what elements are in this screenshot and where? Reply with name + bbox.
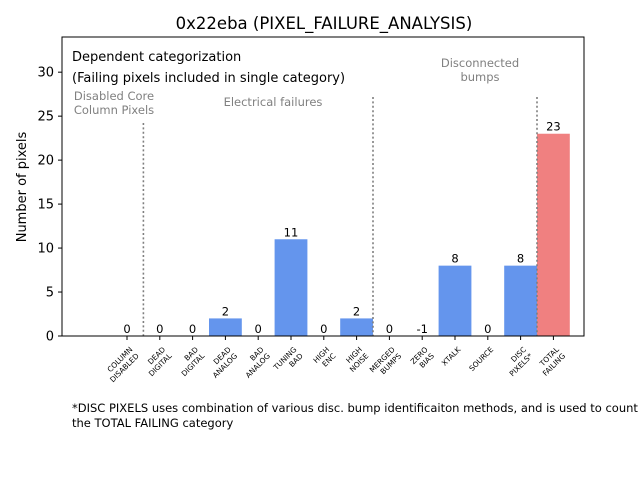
annotation-dependent: Dependent categorization <box>72 50 241 65</box>
y-tick-label: 30 <box>37 66 54 81</box>
y-tick-label: 0 <box>46 330 54 345</box>
plot-frame <box>61 36 585 337</box>
bar-value-label: 0 <box>189 322 196 336</box>
chart-title: 0x22eba (PIXEL_FAILURE_ANALYSIS) <box>176 14 473 34</box>
bar-value-label: 0 <box>123 322 130 336</box>
x-tick-label: TUNINGBAD <box>271 345 305 379</box>
footnote: *DISC PIXELS uses combination of various… <box>72 401 638 430</box>
bar-value-label: 2 <box>353 304 360 318</box>
bar <box>340 318 373 336</box>
x-tick-label: HIGHNOISE <box>341 345 370 374</box>
x-tick-label: TOTALFAILING <box>534 344 567 377</box>
y-tick-label: 20 <box>37 154 54 169</box>
bar-value-label: 0 <box>386 322 393 336</box>
y-tick-label: 25 <box>37 110 54 125</box>
bar-value-label: 2 <box>222 304 229 318</box>
bar-value-label: 0 <box>255 322 262 336</box>
y-tick-label: 10 <box>37 242 54 257</box>
bar-value-label: 8 <box>517 252 524 266</box>
x-tick-label: MERGEDBUMPS <box>368 345 404 381</box>
x-tick-label: BADANALOG <box>237 345 272 380</box>
x-tick-label: SOURCE <box>467 345 495 373</box>
bar <box>209 318 242 336</box>
group-label: Electrical failures <box>224 95 323 109</box>
bar-value-label: -1 <box>416 322 427 336</box>
bar-value-label: 23 <box>546 120 561 134</box>
x-tick-label: ZEROBIAS <box>409 345 437 373</box>
bar-value-label: 0 <box>320 322 327 336</box>
x-tick-label: BADDIGITAL <box>173 344 207 378</box>
x-tick-label: HIGHENC <box>311 345 337 371</box>
x-tick-label: DISCPIXELS* <box>501 345 534 378</box>
annotation-failing-note: (Failing pixels included in single categ… <box>72 71 345 86</box>
bar <box>504 265 537 336</box>
x-tick-label: COLUMNDISABLED <box>102 345 141 384</box>
y-axis-label: Number of pixels <box>15 131 30 242</box>
bar-value-label: 0 <box>156 322 163 336</box>
y-tick-label: 5 <box>46 286 54 301</box>
group-label: Disabled Core Column Pixels <box>74 89 154 117</box>
bar <box>274 239 308 336</box>
bar-value-label: 11 <box>284 225 299 239</box>
bar <box>537 133 570 336</box>
bar-value-label: 8 <box>451 252 458 266</box>
bar-value-label: 0 <box>484 322 491 336</box>
group-label: Disconnected bumps <box>441 56 519 84</box>
x-tick-label: DEADDIGITAL <box>140 344 174 378</box>
bar <box>438 265 472 336</box>
x-tick-label: XTALK <box>440 345 463 368</box>
y-tick-label: 15 <box>37 198 54 213</box>
x-tick-label: DEADANALOG <box>204 345 239 380</box>
